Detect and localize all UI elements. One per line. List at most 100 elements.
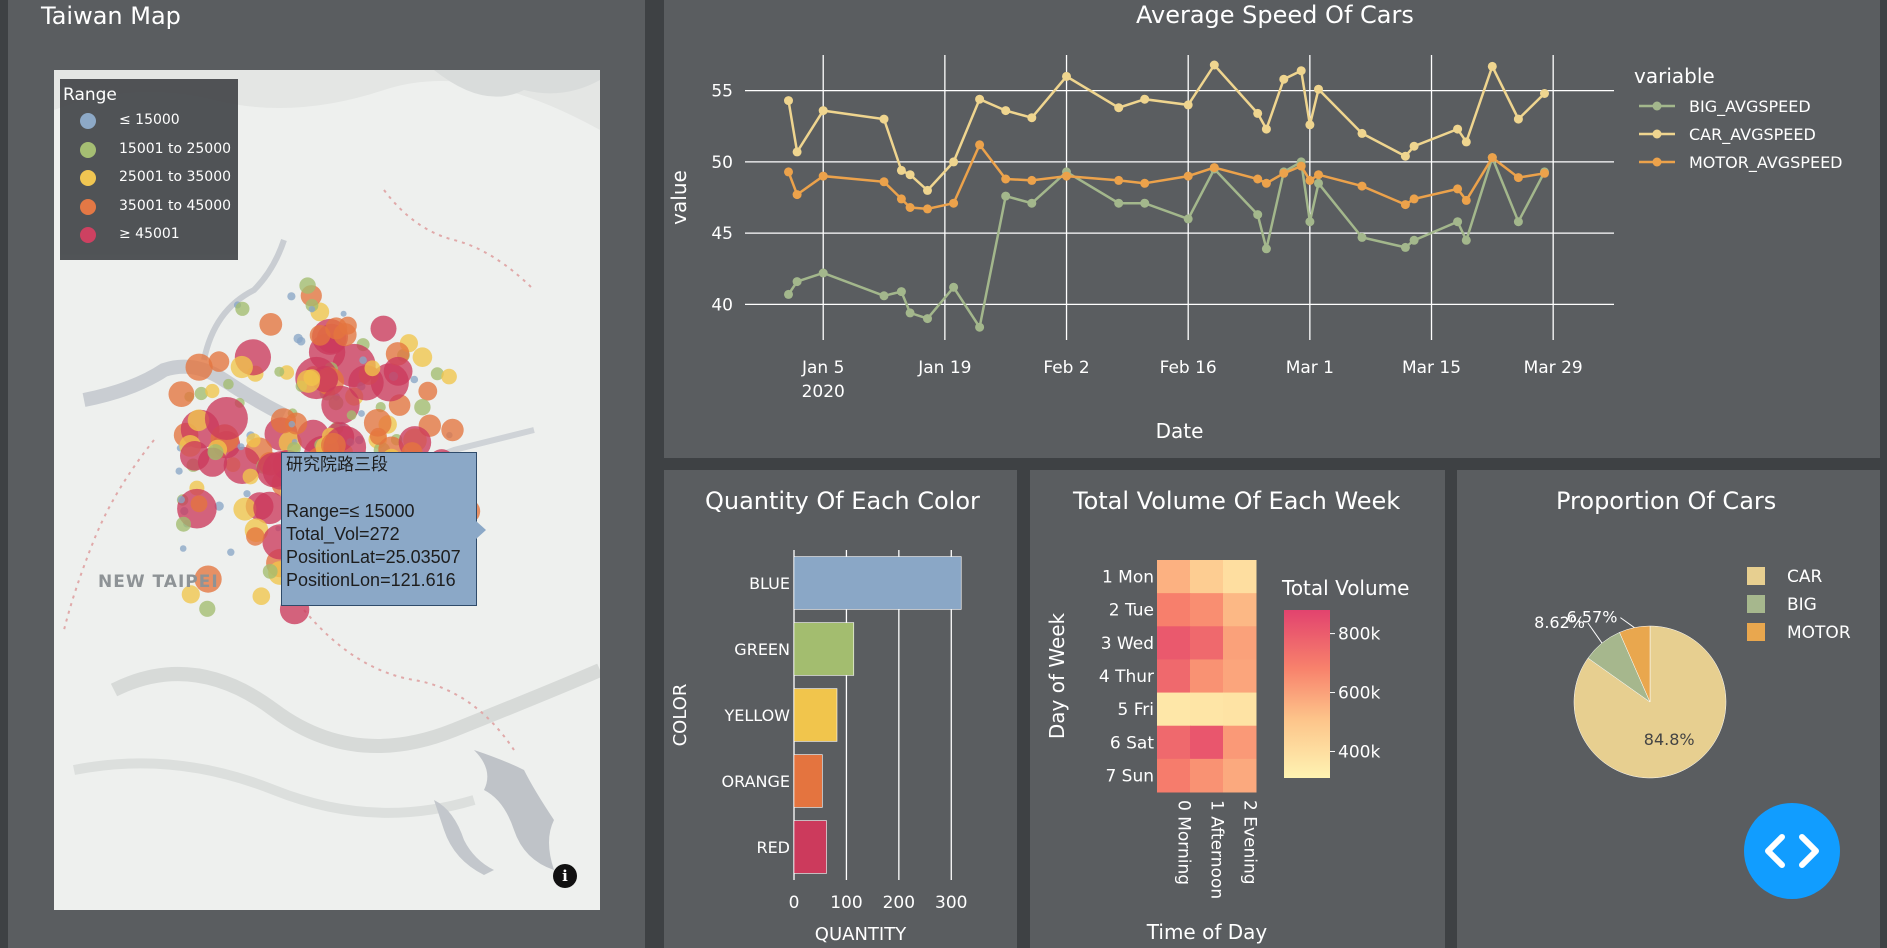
series-point[interactable]: [792, 147, 802, 157]
series-point[interactable]: [1001, 174, 1011, 184]
legend-marker[interactable]: [1652, 157, 1662, 167]
legend-label[interactable]: BIG: [1787, 595, 1817, 615]
map-bubble[interactable]: [177, 495, 185, 504]
heatmap-cell[interactable]: [1190, 659, 1224, 694]
series-point[interactable]: [1314, 170, 1323, 180]
series-point[interactable]: [1513, 114, 1523, 124]
series-point[interactable]: [1296, 66, 1306, 76]
series-point[interactable]: [975, 140, 985, 150]
series-point[interactable]: [1314, 84, 1323, 94]
series-point[interactable]: [1461, 235, 1471, 245]
series-point[interactable]: [1487, 153, 1497, 163]
heatmap-cell[interactable]: [1157, 692, 1191, 727]
series-point[interactable]: [1513, 217, 1523, 227]
series-point[interactable]: [1140, 94, 1150, 104]
map-bubble[interactable]: [176, 516, 191, 532]
map-bubble[interactable]: [363, 409, 392, 437]
map-bubble[interactable]: [364, 360, 381, 377]
legend-swatch[interactable]: [1747, 623, 1765, 641]
series-point[interactable]: [1183, 214, 1193, 224]
legend-label[interactable]: BIG_AVGSPEED: [1689, 97, 1811, 117]
series-point[interactable]: [1140, 198, 1150, 208]
series-point[interactable]: [1140, 178, 1150, 188]
series-point[interactable]: [1305, 217, 1315, 227]
bar[interactable]: [793, 622, 855, 676]
map-bubble[interactable]: [253, 491, 286, 525]
series-point[interactable]: [818, 106, 828, 116]
series-point[interactable]: [1357, 232, 1367, 242]
bar[interactable]: [793, 556, 962, 610]
series-point[interactable]: [1305, 175, 1315, 185]
series-point[interactable]: [1114, 175, 1124, 185]
series-point[interactable]: [1001, 106, 1011, 116]
map-bubble[interactable]: [180, 441, 210, 471]
series-point[interactable]: [1001, 191, 1011, 201]
series-point[interactable]: [784, 96, 793, 106]
series-point[interactable]: [975, 322, 985, 332]
series-point[interactable]: [1461, 137, 1471, 147]
series-point[interactable]: [923, 204, 932, 214]
series-point[interactable]: [1027, 113, 1037, 123]
series-point[interactable]: [1357, 181, 1367, 191]
map-bubble[interactable]: [235, 301, 250, 316]
series-point[interactable]: [1296, 161, 1306, 171]
map-bubble[interactable]: [259, 313, 283, 336]
legend-item[interactable]: 15001 to 25000: [60, 140, 238, 160]
heatmap-cell[interactable]: [1157, 758, 1191, 793]
heatmap-cell[interactable]: [1223, 593, 1257, 627]
map-bubble[interactable]: [227, 548, 235, 556]
heatmap-cell[interactable]: [1223, 626, 1257, 660]
series-point[interactable]: [1540, 89, 1549, 98]
legend-item[interactable]: 35001 to 45000: [60, 197, 238, 217]
legend-label[interactable]: CAR_AVGSPEED: [1689, 125, 1816, 145]
map-bubble[interactable]: [414, 399, 431, 416]
map-bubble[interactable]: [194, 386, 208, 401]
map-bubble[interactable]: [233, 497, 257, 521]
heatmap-cell[interactable]: [1190, 725, 1224, 760]
map-bubble[interactable]: [441, 368, 457, 385]
heatmap-cell[interactable]: [1223, 560, 1257, 594]
heatmap-cell[interactable]: [1190, 626, 1224, 660]
map-bubble[interactable]: [185, 353, 213, 381]
map-bubble[interactable]: [412, 347, 433, 368]
heatmap-cell[interactable]: [1157, 593, 1191, 627]
series-point[interactable]: [1183, 100, 1193, 110]
series-point[interactable]: [1261, 124, 1271, 134]
series-point[interactable]: [792, 190, 802, 200]
speed-line-chart[interactable]: 40 45 50 55 Jan 5 2020 Jan 19 Feb 2 Feb 16 Mar 1 M…: [664, 0, 1880, 458]
series-point[interactable]: [1400, 242, 1410, 252]
series-point[interactable]: [1305, 120, 1315, 130]
series-point[interactable]: [923, 185, 932, 195]
series-point[interactable]: [949, 198, 959, 208]
series-point[interactable]: [1540, 168, 1549, 178]
series-point[interactable]: [949, 282, 959, 292]
series-point[interactable]: [949, 157, 959, 167]
map-bubble[interactable]: [242, 468, 259, 485]
heatmap-cell[interactable]: [1190, 560, 1224, 594]
pie-slice[interactable]: [1619, 625, 1651, 703]
map-bubble[interactable]: [262, 564, 278, 579]
map-bubble[interactable]: [441, 418, 464, 442]
map-bubble[interactable]: [296, 369, 320, 393]
series-point[interactable]: [896, 287, 906, 297]
series-point[interactable]: [784, 289, 793, 299]
map-bubble[interactable]: [285, 412, 308, 435]
volume-heatmap[interactable]: 1 Mon 2 Tue 3 Wed 4 Thur 5 Fri 6 Sat 7 Sun 0 Mo…: [1030, 470, 1445, 948]
series-point[interactable]: [896, 194, 906, 204]
heatmap-cell[interactable]: [1190, 692, 1224, 727]
map-bubble[interactable]: [370, 315, 397, 342]
bar[interactable]: [793, 688, 838, 742]
legend-item[interactable]: ≥ 45001: [60, 225, 238, 245]
legend-swatch[interactable]: [1747, 595, 1765, 613]
code-toggle-button[interactable]: [1744, 803, 1840, 899]
map-bubble[interactable]: [418, 381, 438, 401]
series-point[interactable]: [1453, 217, 1463, 227]
series-point[interactable]: [1062, 171, 1071, 181]
series-point[interactable]: [879, 291, 889, 301]
map-bubble[interactable]: [190, 495, 208, 513]
series-point[interactable]: [896, 165, 906, 175]
series-point[interactable]: [1314, 178, 1323, 188]
series-point[interactable]: [1409, 194, 1419, 204]
legend-marker[interactable]: [1652, 101, 1662, 111]
series-point[interactable]: [1487, 61, 1497, 71]
